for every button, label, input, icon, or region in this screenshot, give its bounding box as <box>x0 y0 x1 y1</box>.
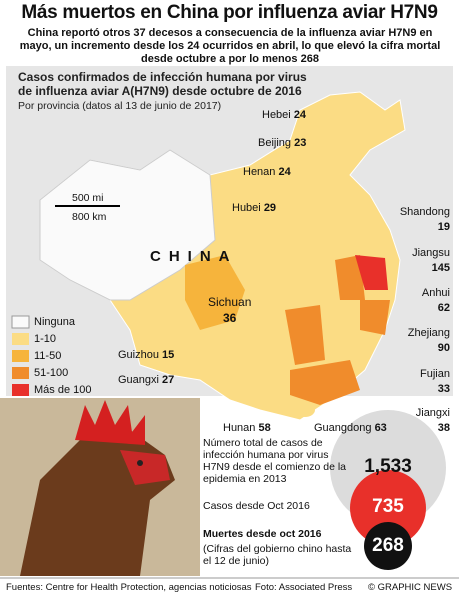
province-label: Zhejiang 90 <box>380 326 450 356</box>
cases-value: 735 <box>372 496 404 517</box>
deaths-label: Muertes desde oct 2016 <box>203 528 322 540</box>
western-provinces <box>39 149 216 301</box>
province-label: Hubei 29 <box>232 202 276 214</box>
province-cases: 145 <box>431 262 450 274</box>
hainan <box>295 403 315 417</box>
map-title: Casos confirmados de infección humana po… <box>18 70 307 98</box>
province-name: Jiangxi <box>415 407 450 419</box>
legend-swatch <box>11 315 30 329</box>
country-label: CHINA <box>150 248 238 265</box>
legend-swatch <box>12 367 29 379</box>
legend-label: 51-100 <box>34 367 69 379</box>
total-value: 1,533 <box>364 456 412 477</box>
legend-swatch <box>12 333 29 345</box>
scale-label: 800 km <box>72 211 107 223</box>
province-label: Shandong 19 <box>380 205 450 235</box>
title: Más muertos en China por influenza aviar… <box>21 2 438 23</box>
province-name: Guangxi <box>118 374 159 386</box>
scale-label: 500 mi <box>72 192 104 204</box>
deaths-note: (Cifras del gobierno chino hasta el 12 d… <box>203 543 352 567</box>
province-cases: 33 <box>437 383 450 395</box>
province-cases: 63 <box>374 422 387 434</box>
province-cases: 29 <box>263 202 277 214</box>
sources: Fuentes: Centre for Health Protection, a… <box>6 582 252 593</box>
province-name: Jiangsu <box>412 247 450 259</box>
province-cases: 23 <box>294 137 307 149</box>
province-label: Anhui 62 <box>380 286 450 316</box>
province-name: Fujian <box>420 368 450 380</box>
hunan-area <box>285 305 325 365</box>
province-name: Hunan <box>223 422 256 434</box>
province-label: Jiangxi 38 <box>380 406 450 436</box>
province-name: Beijing <box>258 137 292 149</box>
province-cases: 24 <box>293 109 307 121</box>
cases-circle <box>350 470 426 546</box>
province-label: Beijing 23 <box>258 137 306 149</box>
sichuan-area <box>185 255 245 330</box>
legend-label: 11-50 <box>34 350 62 362</box>
province-cases: 58 <box>258 422 271 434</box>
province-cases: 38 <box>437 422 450 434</box>
map-subtitle: Por provincia (datos al 13 de junio de 2… <box>18 100 222 112</box>
province-cases: 15 <box>162 349 175 361</box>
province-label: Sichuan 36 <box>208 294 251 326</box>
province-cases: 24 <box>278 166 291 178</box>
province-cases: 19 <box>437 221 450 233</box>
province-label: Hunan 58 <box>223 422 271 434</box>
total-label: Número total de casos de infección human… <box>203 437 347 485</box>
photo-credit: Foto: Associated Press <box>255 582 353 593</box>
province-label: Fujian 33 <box>380 367 450 397</box>
province-name: Henan <box>243 166 276 178</box>
province-cases: 36 <box>223 311 237 325</box>
province-label: Henan 24 <box>243 166 291 178</box>
deaths-circle <box>364 522 412 570</box>
province-name: Guizhou <box>118 349 159 361</box>
subtitle: China reportó otros 37 decesos a consecu… <box>19 27 441 65</box>
credit: © GRAPHIC NEWS <box>368 582 453 593</box>
zhejiang-area <box>360 300 390 335</box>
province-label: Guizhou 15 <box>118 349 174 361</box>
province-cases: 62 <box>437 302 450 314</box>
rooster-eye <box>137 460 143 466</box>
province-name: Guangdong <box>314 422 372 434</box>
legend-label: 1-10 <box>34 333 57 345</box>
legend-label: Más de 100 <box>34 384 92 396</box>
legend-swatch <box>12 350 29 362</box>
province-cases: 90 <box>437 342 450 354</box>
province-label: Hebei 24 <box>262 109 306 121</box>
legend-label: Ninguna <box>34 316 75 328</box>
province-name: Zhejiang <box>407 327 450 339</box>
province-name: Sichuan <box>208 295 252 309</box>
province-label: Guangdong 63 <box>314 422 387 434</box>
province-name: Anhui <box>421 287 450 299</box>
province-label: Guangxi 27 <box>118 374 174 386</box>
province-label: Jiangsu 145 <box>380 246 450 276</box>
cases-label: Casos desde Oct 2016 <box>203 500 310 512</box>
jiangsu-area <box>355 255 388 290</box>
province-name: Hubei <box>232 202 261 214</box>
deaths-value: 268 <box>372 535 404 556</box>
rooster-face <box>120 450 170 485</box>
rooster-comb <box>75 400 145 445</box>
province-cases: 27 <box>162 374 175 386</box>
guangdong-area <box>290 360 360 405</box>
province-name: Hebei <box>262 109 291 121</box>
province-name: Shandong <box>399 206 450 218</box>
legend-swatch <box>12 384 29 396</box>
anhui-area <box>335 255 365 300</box>
